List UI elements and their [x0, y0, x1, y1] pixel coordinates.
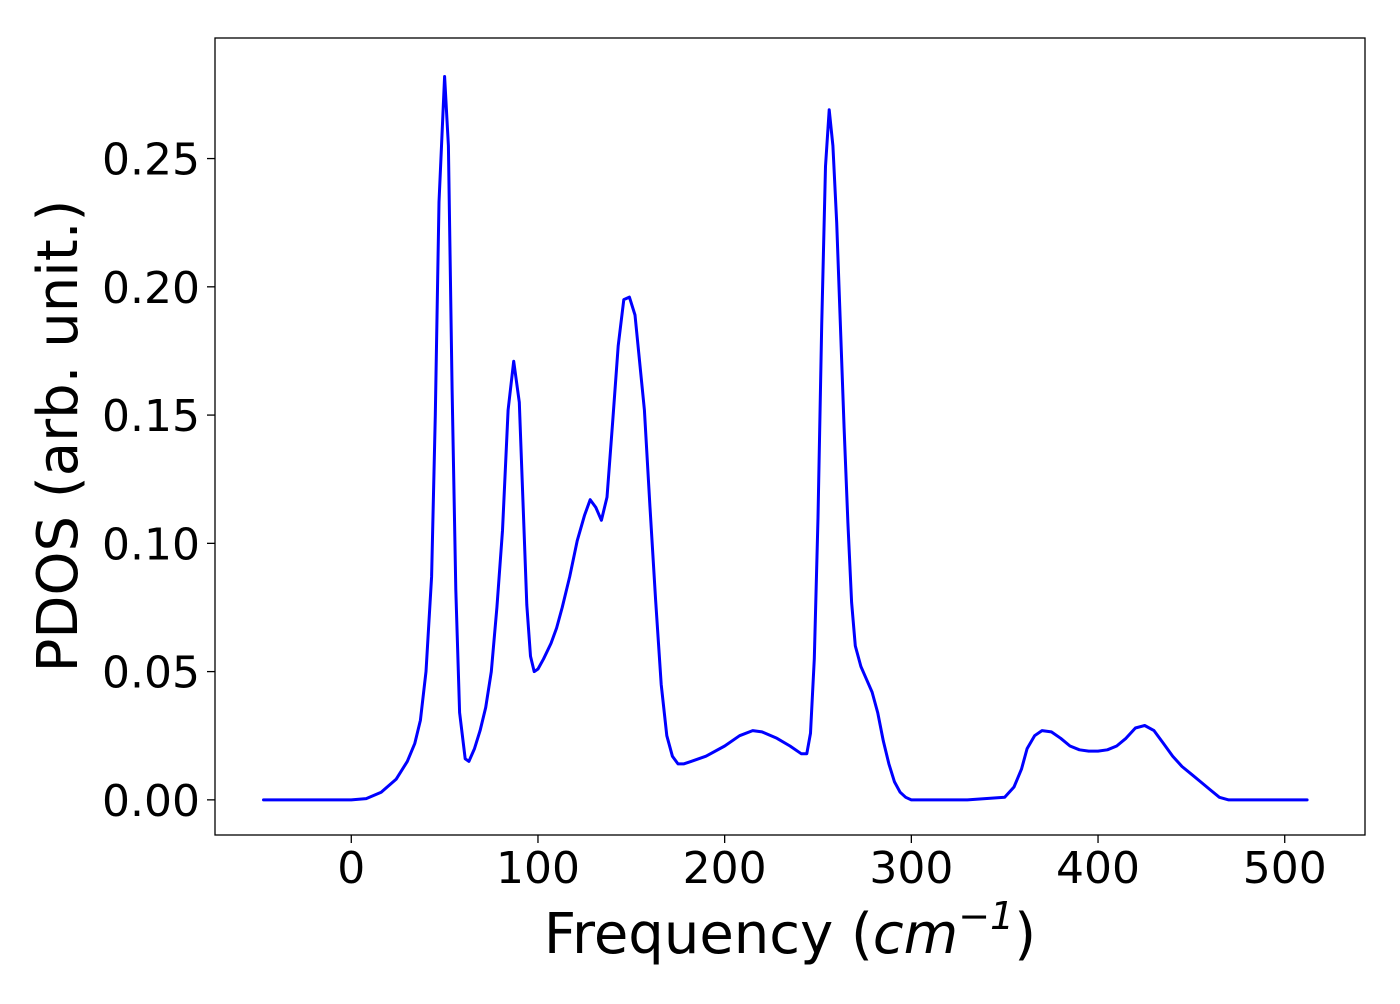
y-tick-label: 0.00 — [102, 776, 200, 827]
x-axis-label-unit: cm — [873, 902, 958, 967]
x-tick-label: 500 — [1243, 843, 1327, 894]
y-tick-label: 0.10 — [102, 519, 200, 570]
y-tick-label: 0.05 — [102, 648, 200, 699]
x-tick-label: 300 — [869, 843, 953, 894]
x-tick-label: 400 — [1056, 843, 1140, 894]
x-tick-label: 100 — [496, 843, 580, 894]
y-axis-label: PDOS (arb. unit.) — [26, 200, 91, 673]
y-tick-label: 0.25 — [102, 135, 200, 186]
x-axis-label-suffix: ) — [1014, 902, 1036, 967]
y-tick-label: 0.15 — [102, 391, 200, 442]
x-axis-label: Frequency (cm−1) — [544, 894, 1036, 967]
x-axis-label-prefix: Frequency ( — [544, 902, 873, 967]
x-tick-label: 0 — [337, 843, 365, 894]
x-axis-label-unit-exponent: −1 — [958, 894, 1014, 938]
x-axis-ticks: 0 100 200 300 400 500 — [337, 835, 1327, 894]
plot-area-frame — [214, 37, 1366, 836]
y-tick-label: 0.20 — [102, 263, 200, 314]
x-tick-label: 200 — [683, 843, 767, 894]
y-axis-ticks: 0.00 0.05 0.10 0.15 0.20 0.25 — [102, 135, 215, 827]
pdos-series-line — [262, 75, 1309, 802]
